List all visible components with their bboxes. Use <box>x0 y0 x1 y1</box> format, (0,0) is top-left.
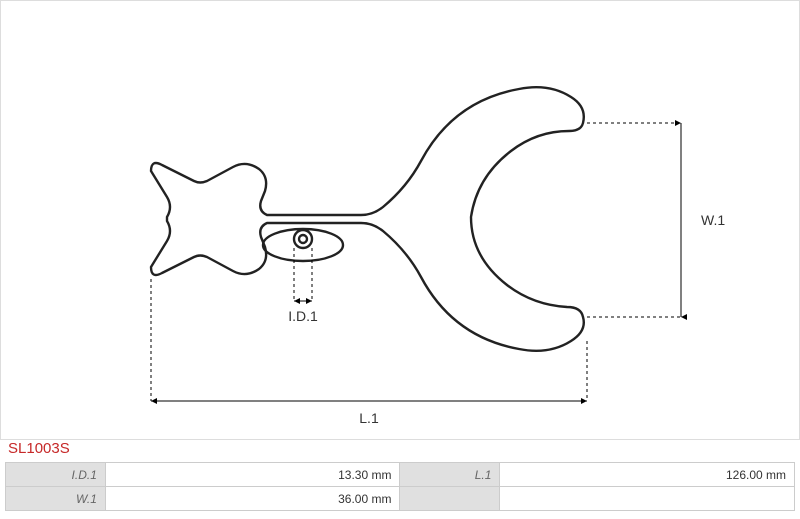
table-label: W.1 <box>6 487 106 511</box>
part-code: SL1003S <box>8 440 70 457</box>
technical-drawing: I.D.1 L.1 W.1 <box>1 1 800 441</box>
part-outline <box>151 87 584 351</box>
measurements-table: I.D.1 13.30 mm L.1 126.00 mm W.1 36.00 m… <box>5 462 795 511</box>
dim-label-l1: L.1 <box>359 410 379 426</box>
table-label: I.D.1 <box>6 463 106 487</box>
dimension-l1: L.1 <box>151 279 587 426</box>
diagram-area: I.D.1 L.1 W.1 <box>0 0 800 440</box>
dim-label-id1: I.D.1 <box>288 308 318 324</box>
table-value: 13.30 mm <box>105 463 400 487</box>
table-label: L.1 <box>400 463 500 487</box>
table-value: 36.00 mm <box>105 487 400 511</box>
dim-label-w1: W.1 <box>701 212 725 228</box>
table-value: 126.00 mm <box>500 463 795 487</box>
table-label-empty <box>400 487 500 511</box>
table-value-empty <box>500 487 795 511</box>
dimension-w1: W.1 <box>587 123 725 317</box>
